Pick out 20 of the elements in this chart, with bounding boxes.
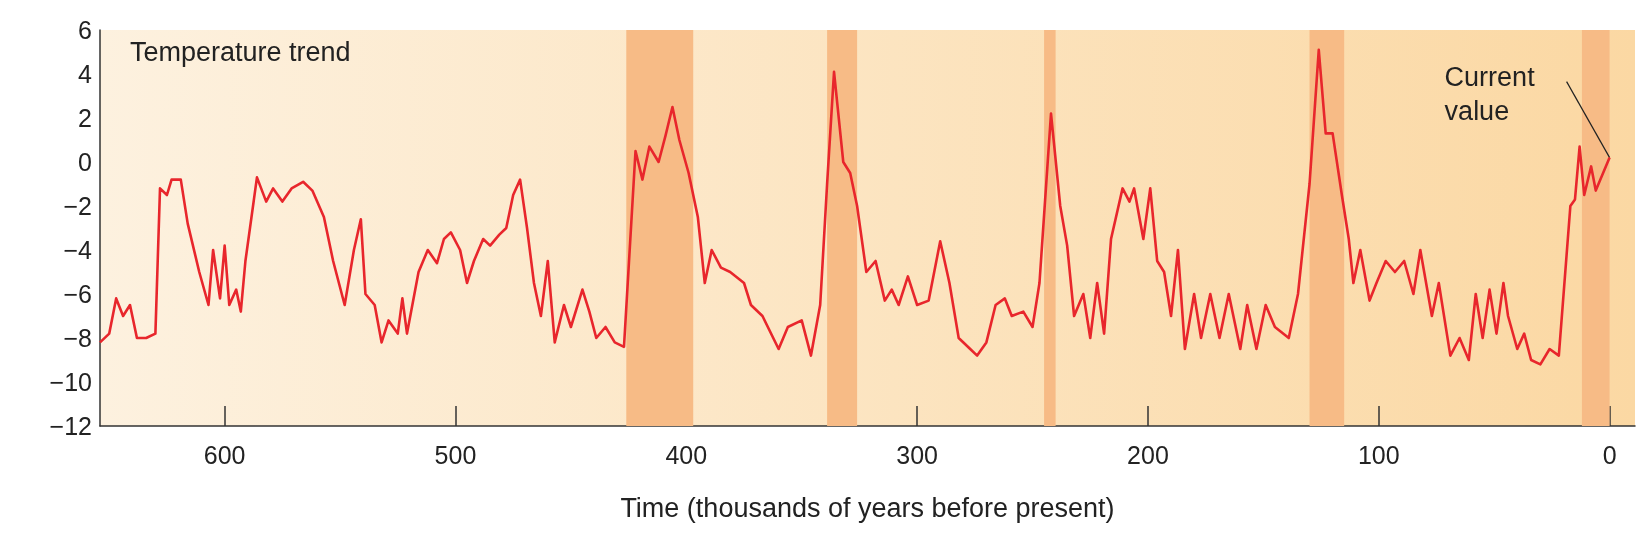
- annotation: Current value: [1444, 61, 1536, 126]
- y-tick-label: −12: [49, 412, 92, 440]
- y-tick-label: −8: [63, 324, 92, 352]
- y-tick-label: −10: [49, 368, 92, 396]
- x-tick-label: 200: [1127, 440, 1169, 469]
- x-tick-label: 300: [896, 440, 938, 469]
- x-tick-label: 100: [1357, 440, 1400, 469]
- x-axis-title: Time (thousands of years before present): [620, 492, 1115, 523]
- x-tick-label: 0: [1602, 440, 1617, 469]
- annotation: Temperature trend: [130, 36, 351, 67]
- y-tick-label: 0: [78, 148, 92, 176]
- x-tick-label: 400: [665, 440, 708, 469]
- x-tick-label: 500: [434, 440, 477, 469]
- x-tick-label: 600: [203, 440, 246, 469]
- y-tick-label: 6: [78, 16, 92, 44]
- y-tick-label: 4: [78, 60, 93, 88]
- y-tick-label: −2: [63, 192, 92, 220]
- y-tick-label: 2: [78, 104, 92, 132]
- y-tick-label: −6: [63, 280, 92, 308]
- y-tick-label: −4: [63, 236, 93, 264]
